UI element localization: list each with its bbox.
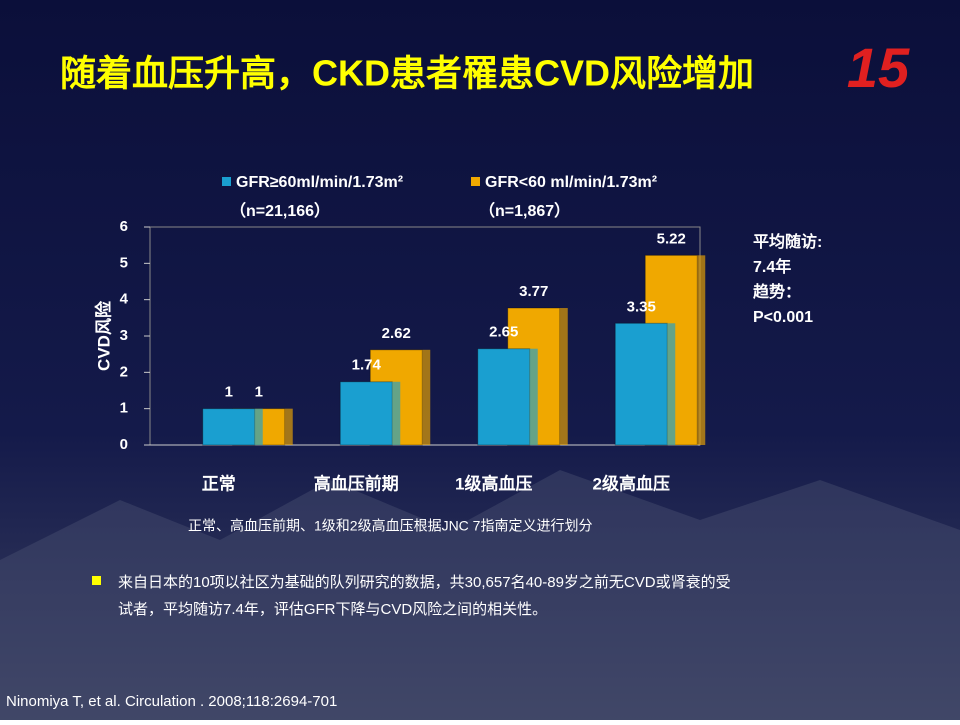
footnote: 正常、高血压前期、1级和2级高血压根据JNC 7指南定义进行划分: [188, 518, 592, 534]
bar-side: [392, 381, 401, 445]
y-tick-label: 3: [120, 327, 128, 344]
bullet-line: 来自日本的10项以社区为基础的队列研究的数据，共30,657名40-89岁之前无…: [118, 574, 731, 591]
data-label: 1: [255, 384, 263, 401]
y-axis-label: CVD风险: [93, 300, 113, 371]
citation: Ninomiya T, et al. Circulation . 2008;11…: [6, 693, 337, 710]
bullet-marker: [92, 576, 101, 585]
bar-side: [284, 408, 293, 445]
x-tick-label: 正常: [202, 473, 236, 493]
legend-sample: （n=21,166）: [230, 202, 330, 220]
y-tick-label: 6: [120, 218, 128, 235]
bar-side: [529, 348, 538, 445]
data-label: 2.62: [382, 325, 411, 342]
legend-label: GFR≥60ml/min/1.73m²: [236, 174, 403, 191]
bar-side: [422, 349, 431, 445]
legend-swatch: [222, 177, 231, 186]
legend-sample: （n=1,867）: [479, 202, 570, 220]
legend-swatch: [471, 177, 480, 186]
annotation: 7.4年: [753, 257, 791, 276]
y-tick-label: 4: [120, 291, 129, 308]
logo: 15: [847, 36, 910, 99]
y-tick-label: 1: [120, 400, 128, 417]
annotation: 趋势：: [753, 282, 801, 301]
data-label: 1: [225, 384, 233, 401]
y-tick-label: 5: [120, 254, 128, 271]
y-tick-label: 0: [120, 436, 128, 453]
bar: [339, 381, 393, 446]
annotation: P<0.001: [753, 309, 813, 326]
x-tick-label: 高血压前期: [314, 473, 399, 493]
y-tick-label: 2: [120, 363, 128, 380]
x-tick-label: 2级高血压: [593, 473, 670, 493]
bar-side: [559, 308, 568, 445]
x-tick-label: 1级高血压: [455, 473, 532, 493]
wall-silhouette: [0, 470, 960, 720]
bar-side: [254, 408, 263, 445]
data-label: 1.74: [352, 357, 382, 374]
bar-side: [697, 255, 706, 445]
bar: [614, 322, 668, 446]
data-label: 5.22: [657, 230, 686, 247]
legend-label: GFR<60 ml/min/1.73m²: [485, 174, 657, 191]
annotation: 平均随访:: [753, 232, 822, 251]
bar: [477, 348, 531, 446]
data-label: 3.77: [519, 283, 548, 300]
data-label: 2.65: [489, 324, 518, 341]
bar: [202, 408, 256, 446]
data-label: 3.35: [627, 298, 656, 315]
bullet-line: 试者，平均随访7.4年，评估GFR下降与CVD风险之间的相关性。: [118, 601, 547, 618]
slide-title: 随着血压升高，CKD患者罹患CVD风险增加: [60, 53, 754, 94]
bar-side: [667, 323, 676, 445]
